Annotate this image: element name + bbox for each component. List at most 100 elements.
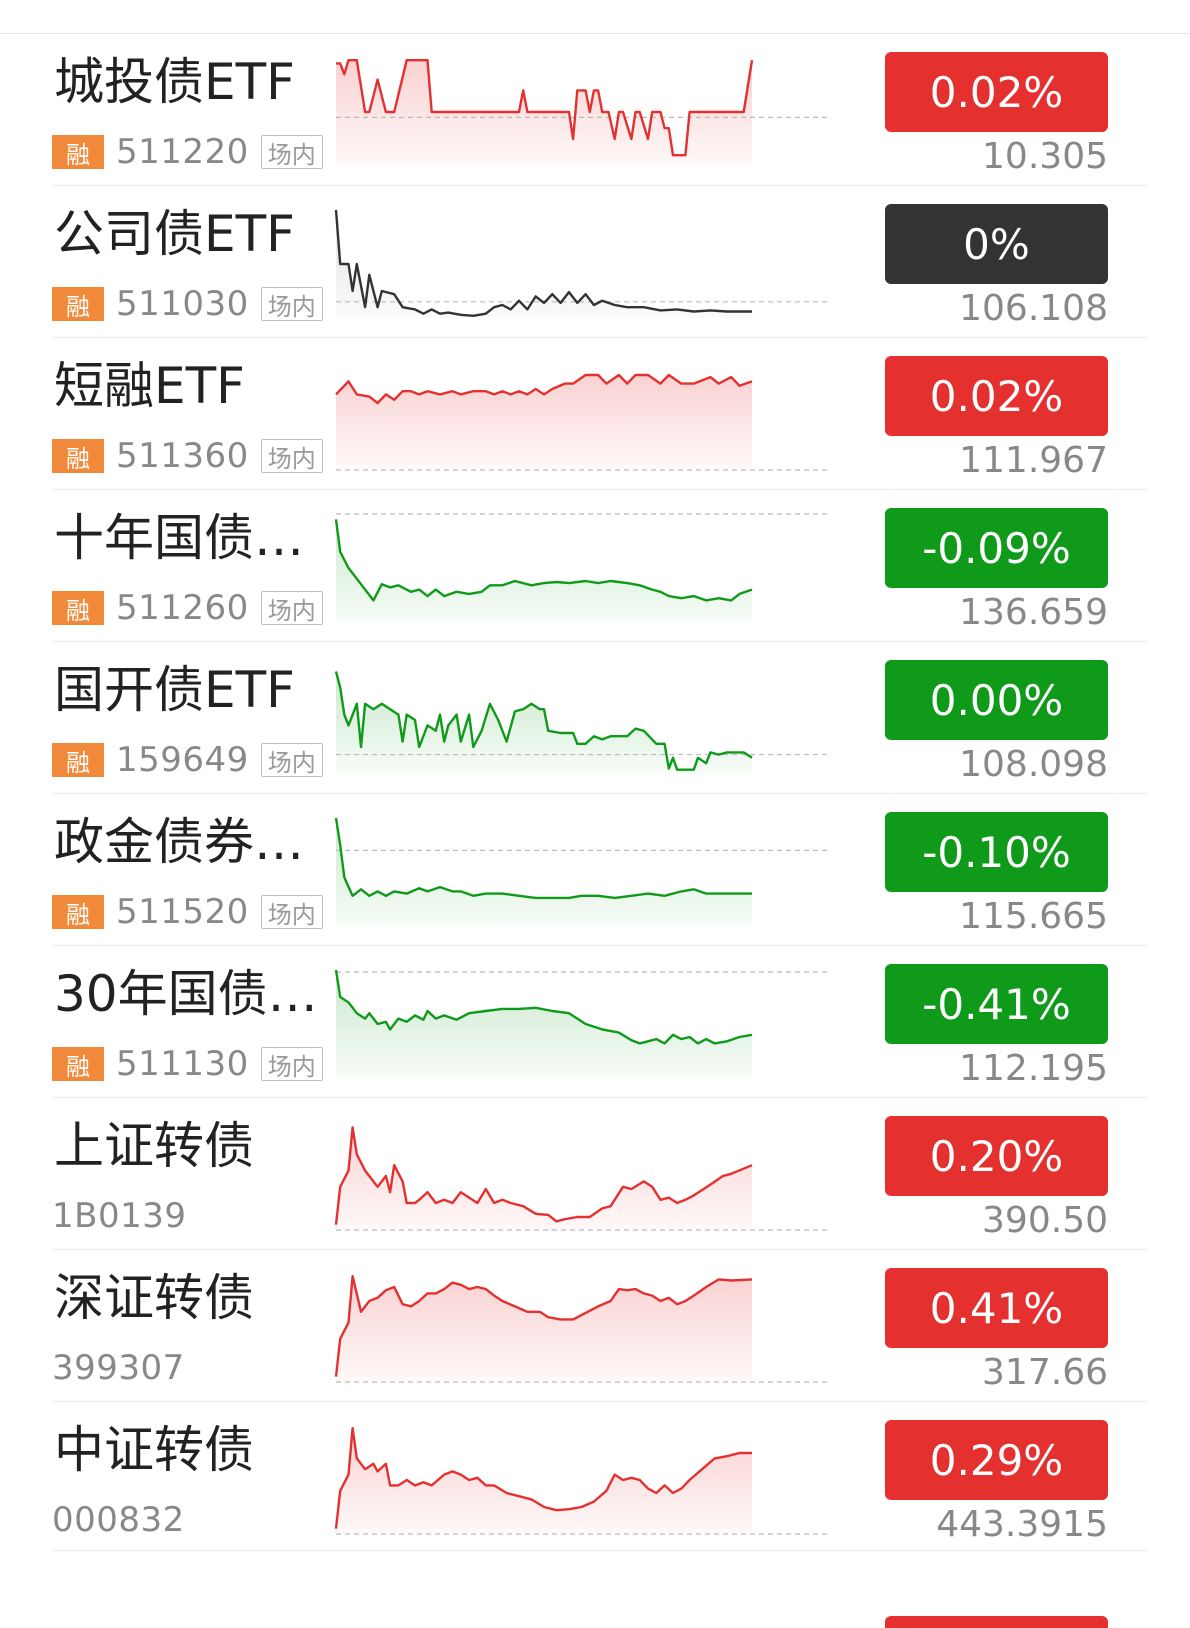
intraday-sparkline	[334, 969, 830, 1078]
sparkline-series	[334, 969, 753, 1045]
sparkline-area	[336, 1428, 752, 1534]
fund-row[interactable]: 城投债ETF 融 511220 场内 0.02% 10.305	[0, 34, 1190, 186]
change-percent-badge[interactable]: 0.02%	[885, 52, 1108, 132]
exchange-traded-badge: 场内	[260, 287, 323, 321]
sparkline-series	[334, 1274, 753, 1377]
fund-name: 十年国债ETF	[54, 509, 330, 567]
fund-meta: 000832	[52, 1500, 197, 1540]
last-price: 317.66	[982, 1352, 1108, 1393]
row-divider	[52, 337, 1148, 338]
change-percent-badge[interactable]: 0.20%	[885, 1116, 1108, 1196]
sparkline-series	[334, 1126, 753, 1225]
sparkline-area	[336, 671, 752, 774]
change-percent-badge[interactable]: 0.00%	[885, 660, 1108, 740]
sparkline-area	[336, 970, 752, 1078]
sparkline-area	[336, 1276, 752, 1382]
top-divider	[0, 33, 1190, 34]
fund-name: 公司债ETF	[54, 205, 295, 263]
exchange-traded-badge: 场内	[260, 743, 323, 777]
fund-code: 159649	[116, 740, 249, 780]
change-percent-badge[interactable]: -0.10%	[885, 812, 1108, 892]
fund-meta: 融 511030 场内	[52, 284, 323, 324]
fund-row[interactable]: 30年国债ET... 融 511130 场内 -0.41%112.195	[0, 946, 1190, 1098]
sparkline-area	[336, 375, 752, 470]
last-price: 111.967	[959, 440, 1108, 481]
intraday-sparkline	[334, 817, 830, 926]
row-divider	[52, 945, 1148, 946]
fund-row[interactable]: 公司债ETF 融 511030 场内 0% 106.108	[0, 186, 1190, 338]
last-price: 443.3915	[936, 1504, 1108, 1545]
fund-meta: 融 511360 场内	[52, 436, 323, 476]
change-percent-badge[interactable]: -0.41%	[885, 964, 1108, 1044]
last-price: 10.305	[982, 136, 1108, 177]
sparkline-area	[336, 519, 752, 622]
fund-row[interactable]: 短融ETF 融 511360 场内 0.02% 111.967	[0, 338, 1190, 490]
fund-name: 国开债ETF	[54, 661, 295, 719]
intraday-sparkline	[336, 58, 830, 167]
fund-row[interactable]: 深证转债 399307 0.41% 317.66	[0, 1250, 1190, 1402]
fund-name: 上证转债	[54, 1117, 254, 1175]
margin-trading-badge: 融	[52, 287, 104, 321]
fund-name: 短融ETF	[54, 357, 245, 415]
next-row-pct-badge-peek	[885, 1616, 1108, 1628]
fund-code: 1B0139	[52, 1196, 187, 1236]
exchange-traded-badge: 场内	[260, 135, 323, 169]
sparkline-area	[336, 1127, 752, 1230]
fund-meta: 融 159649 场内	[52, 740, 323, 780]
last-price: 390.50	[982, 1200, 1108, 1241]
fund-row[interactable]: 国开债ETF 融 159649 场内 0.00% 108.098	[0, 642, 1190, 794]
intraday-sparkline	[335, 373, 830, 471]
sparkline-series	[334, 671, 753, 771]
exchange-traded-badge: 场内	[260, 591, 323, 625]
row-divider	[52, 185, 1148, 186]
sparkline-series	[334, 817, 752, 900]
intraday-sparkline	[334, 1426, 830, 1535]
sparkline-series	[334, 1426, 752, 1529]
fund-code: 511130	[116, 1044, 249, 1084]
intraday-sparkline	[334, 671, 830, 774]
margin-trading-badge: 融	[52, 135, 104, 169]
intraday-sparkline	[334, 1126, 830, 1231]
exchange-traded-badge: 场内	[260, 895, 323, 929]
fund-meta: 融 511130 场内	[52, 1044, 323, 1084]
fund-meta: 1B0139	[52, 1196, 198, 1236]
row-divider	[52, 1249, 1148, 1250]
sparkline-series	[334, 209, 752, 318]
fund-code: 000832	[52, 1500, 185, 1540]
fund-code: 399307	[52, 1348, 185, 1388]
exchange-traded-badge: 场内	[260, 1047, 323, 1081]
sparkline-series	[335, 373, 753, 405]
change-percent-badge[interactable]: 0.41%	[885, 1268, 1108, 1348]
exchange-traded-badge: 场内	[260, 439, 323, 473]
fund-meta: 399307	[52, 1348, 197, 1388]
row-divider	[52, 793, 1148, 794]
fund-meta: 融 511520 场内	[52, 892, 323, 932]
row-divider	[52, 1401, 1148, 1402]
change-percent-badge[interactable]: -0.09%	[885, 508, 1108, 588]
fund-code: 511520	[116, 892, 249, 932]
change-percent-badge[interactable]: 0.29%	[885, 1420, 1108, 1500]
fund-row[interactable]: 中证转债 000832 0.29% 443.3915	[0, 1402, 1190, 1554]
sparkline-series	[334, 519, 753, 602]
last-price: 106.108	[959, 288, 1108, 329]
fund-row[interactable]: 十年国债ETF 融 511260 场内 -0.09% 136.659	[0, 490, 1190, 642]
fund-code: 511260	[116, 588, 249, 628]
row-divider	[52, 489, 1148, 490]
fund-row[interactable]: 上证转债 1B0139 0.20% 390.50	[0, 1098, 1190, 1250]
list-divider	[52, 1550, 1148, 1551]
fund-name: 城投债ETF	[54, 53, 295, 111]
last-price: 108.098	[959, 744, 1108, 785]
intraday-sparkline	[334, 1274, 830, 1383]
fund-row[interactable]: 政金债券ETF 融 511520 场内 -0.10% 115.665	[0, 794, 1190, 946]
margin-trading-badge: 融	[52, 743, 104, 777]
fund-code: 511360	[116, 436, 249, 476]
change-percent-badge[interactable]: 0%	[885, 204, 1108, 284]
fund-meta: 融 511260 场内	[52, 588, 323, 628]
last-price: 112.195	[959, 1048, 1108, 1089]
last-price: 136.659	[959, 592, 1108, 633]
row-divider	[52, 1097, 1148, 1098]
change-percent-badge[interactable]: 0.02%	[885, 356, 1108, 436]
margin-trading-badge: 融	[52, 439, 104, 473]
sparkline-area	[336, 818, 752, 926]
margin-trading-badge: 融	[52, 591, 104, 625]
